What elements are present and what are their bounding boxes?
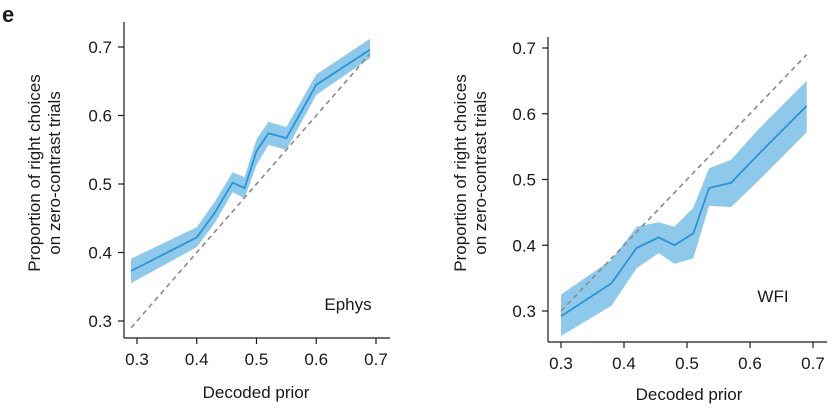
y-axis-title-line: Proportion of right choices: [25, 74, 44, 272]
x-tick-label: 0.6: [738, 354, 762, 373]
y-tick-label: 0.6: [88, 107, 112, 126]
y-axis-title: Proportion of right choiceson zero-contr…: [451, 74, 490, 272]
y-tick-label: 0.4: [512, 236, 536, 255]
y-axis-title-line: on zero-contrast trials: [471, 91, 490, 254]
x-tick-label: 0.7: [364, 350, 388, 369]
y-tick-label: 0.4: [88, 244, 112, 263]
confidence-band: [561, 80, 807, 337]
y-axis-title: Proportion of right choiceson zero-contr…: [25, 74, 64, 272]
y-tick-label: 0.5: [512, 171, 536, 190]
confidence-band: [131, 38, 370, 284]
x-tick-label: 0.3: [549, 354, 573, 373]
y-tick-label: 0.7: [88, 38, 112, 57]
y-tick-label: 0.7: [512, 39, 536, 58]
chart-1: 0.3 0.4 0.5 0.6 0.7 0.3 0.4 0.5 0.6 0.7 Decoded pr…: [25, 22, 390, 402]
x-axis-title: Decoded prior: [203, 383, 310, 402]
x-axis-title: Decoded prior: [636, 385, 743, 404]
y-tick-label: 0.5: [88, 175, 112, 194]
mean-line: [560, 105, 808, 318]
x-tick-label: 0.6: [304, 350, 328, 369]
y-axis-title-line: on zero-contrast trials: [45, 91, 64, 254]
x-tick-label: 0.4: [185, 350, 209, 369]
y-tick-label: 0.6: [512, 105, 536, 124]
x-tick-label: 0.7: [801, 354, 825, 373]
x-tick-label: 0.4: [612, 354, 636, 373]
x-tick-label: 0.3: [125, 350, 149, 369]
x-tick-label: 0.5: [245, 350, 269, 369]
mean-line: [130, 48, 371, 272]
inset-label: Ephys: [324, 295, 371, 314]
x-tick-label: 0.5: [675, 354, 699, 373]
panel-letter: e: [2, 2, 15, 27]
reference-line: [130, 53, 371, 329]
y-tick-label: 0.3: [512, 302, 536, 321]
inset-label: WFI: [757, 287, 788, 306]
y-axis-title-line: Proportion of right choices: [451, 74, 470, 272]
y-tick-label: 0.3: [88, 312, 112, 331]
chart-2: 0.3 0.4 0.5 0.6 0.7 0.3 0.4 0.5 0.6 0.7 Decoded pr…: [451, 37, 827, 404]
